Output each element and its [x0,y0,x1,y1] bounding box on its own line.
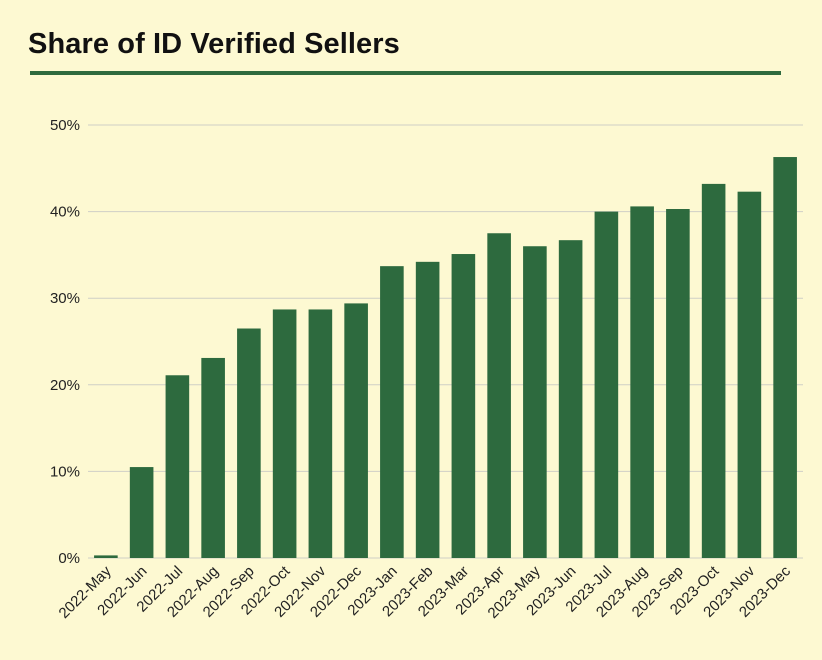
bar-2023-jan [380,266,404,558]
bar-2022-dec [344,303,368,558]
y-tick-label: 10% [50,463,80,480]
bar-2022-aug [201,357,225,558]
bar-2023-aug [630,206,654,558]
bar-2023-dec [773,157,797,559]
bar-2023-apr [487,233,511,558]
y-tick-label: 40% [50,204,80,221]
bar-2022-nov [308,309,333,558]
bar-2022-jul [165,375,190,558]
bar-2023-may [523,246,547,559]
bar-2023-nov [737,191,762,558]
bar-2022-sep [237,328,261,558]
bar-2022-may [94,555,118,558]
bar-2023-feb [415,261,440,558]
y-tick-label: 0% [58,550,80,567]
bar-2023-mar [451,254,476,558]
bar-2023-oct [701,183,726,558]
chart-title: Share of ID Verified Sellers [28,28,400,60]
y-tick-label: 30% [50,290,80,307]
bar-2022-jun [129,467,154,558]
y-tick-label: 20% [50,377,80,394]
y-tick-label: 50% [50,117,80,134]
bar-2023-jun [558,240,583,558]
bar-2022-oct [272,309,297,558]
title-underline [30,71,781,75]
bar-2023-jul [594,211,619,558]
bar-2023-sep [666,209,690,558]
